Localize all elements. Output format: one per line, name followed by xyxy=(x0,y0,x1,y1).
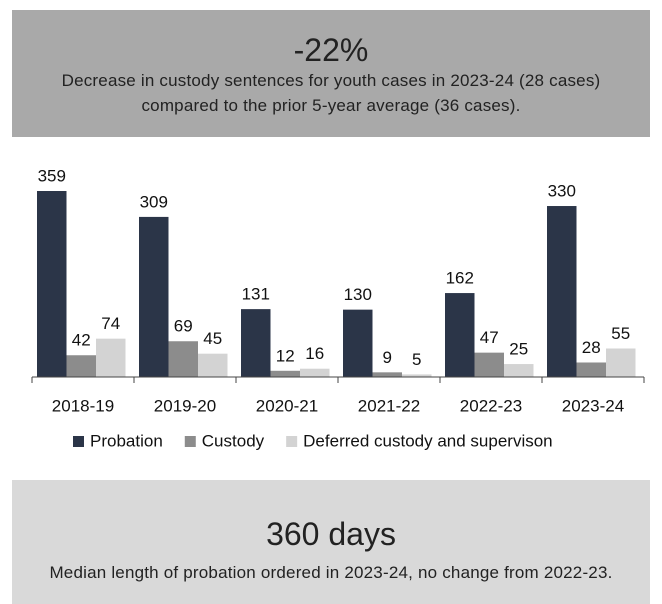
value-label: 42 xyxy=(72,331,91,350)
legend-label: Deferred custody and supervison xyxy=(303,431,552,450)
bar xyxy=(300,368,330,377)
bar xyxy=(139,216,169,377)
value-label: 47 xyxy=(480,328,499,347)
footer-text: Median length of probation ordered in 20… xyxy=(49,563,613,582)
bar xyxy=(474,352,504,377)
value-label: 69 xyxy=(174,317,193,336)
bar xyxy=(343,309,373,377)
legend-label: Custody xyxy=(202,431,265,450)
chart: 359 309 131 130 162 330 42 69 12 9 47 28 74 45 16 5 25 55… xyxy=(31,166,645,450)
value-label: 359 xyxy=(38,166,66,185)
legend-swatch xyxy=(184,436,196,447)
bar xyxy=(270,370,300,377)
headline-text: compared to the prior 5-year average (36… xyxy=(141,96,521,115)
value-label: 9 xyxy=(383,348,392,367)
headline-text: Decrease in custody sentences for youth … xyxy=(61,71,601,90)
value-label: 55 xyxy=(611,324,630,343)
footer-box: 360 days Median length of probation orde… xyxy=(12,480,650,604)
value-label: 162 xyxy=(446,269,474,288)
value-label: 16 xyxy=(305,344,324,363)
legend-swatch xyxy=(73,436,84,447)
value-label: 28 xyxy=(582,338,601,357)
value-label: 74 xyxy=(101,314,120,333)
legend-swatch xyxy=(286,436,298,447)
bar xyxy=(445,293,475,377)
bar xyxy=(66,355,96,377)
value-label: 12 xyxy=(276,346,295,365)
headline: -22% xyxy=(293,32,369,68)
bar xyxy=(402,374,432,377)
bar xyxy=(576,362,606,377)
bar xyxy=(96,338,126,377)
value-label: 5 xyxy=(412,350,421,369)
bar xyxy=(504,364,534,377)
headline-box: -22% Decrease in custody sentences for y… xyxy=(12,10,650,137)
value-label: 25 xyxy=(509,340,528,359)
bar xyxy=(37,191,67,377)
bar xyxy=(168,341,198,377)
bar xyxy=(241,309,271,377)
bar xyxy=(198,353,228,377)
value-label: 45 xyxy=(203,329,222,348)
bar xyxy=(372,372,402,377)
x-tick-label: 2022-23 xyxy=(460,396,522,415)
x-tick-label: 2019-20 xyxy=(154,396,216,415)
footer-title: 360 days xyxy=(266,516,396,552)
bar xyxy=(547,206,577,377)
x-tick-label: 2020-21 xyxy=(256,396,318,415)
x-tick-label: 2021-22 xyxy=(358,396,420,415)
bar xyxy=(606,348,636,377)
x-tick-label: 2018-19 xyxy=(52,396,114,415)
value-label: 330 xyxy=(548,182,576,201)
value-label: 309 xyxy=(140,192,168,211)
legend-label: Probation xyxy=(90,431,163,450)
value-label: 130 xyxy=(344,285,372,304)
value-label: 131 xyxy=(242,285,270,304)
x-tick-label: 2023-24 xyxy=(562,396,624,415)
